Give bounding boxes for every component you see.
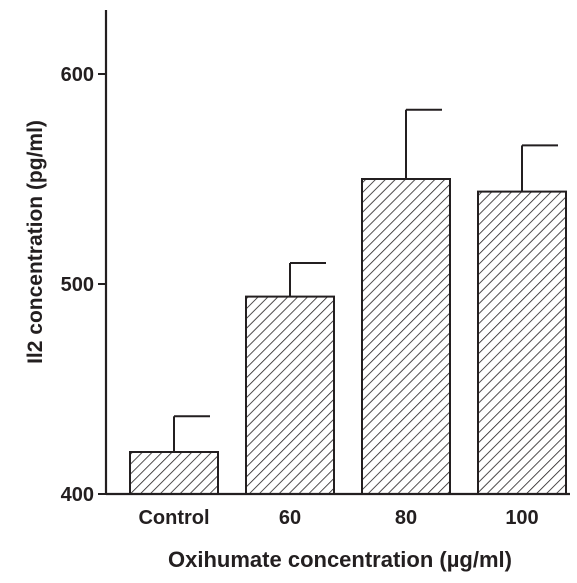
x-tick-label: 100: [505, 507, 538, 529]
x-tick-label: 60: [279, 507, 301, 529]
error-bars-layer: [173, 108, 558, 452]
bar-control: [129, 451, 219, 495]
bar-60: [245, 295, 335, 495]
bar-80: [361, 178, 451, 495]
y-axis-label: Il2 concentration (pg/ml): [24, 120, 47, 364]
y-tick-label: 600: [61, 64, 94, 86]
error-bar-60: [289, 262, 326, 297]
y-tick-label: 500: [61, 274, 94, 296]
bar-100: [477, 190, 567, 495]
x-tick-label: 80: [395, 507, 417, 529]
y-ticks-layer: 400 500 600: [61, 64, 106, 506]
error-bar-80: [405, 108, 442, 179]
x-axis-label: Oxihumate concentration (µg/ml): [168, 547, 512, 572]
error-bar-100: [521, 144, 558, 192]
x-ticks-layer: Control 60 80 100: [138, 507, 538, 529]
error-bar-control: [173, 415, 210, 452]
bars-layer: [129, 178, 567, 495]
y-tick-label: 400: [61, 484, 94, 506]
x-tick-label: Control: [138, 507, 209, 529]
